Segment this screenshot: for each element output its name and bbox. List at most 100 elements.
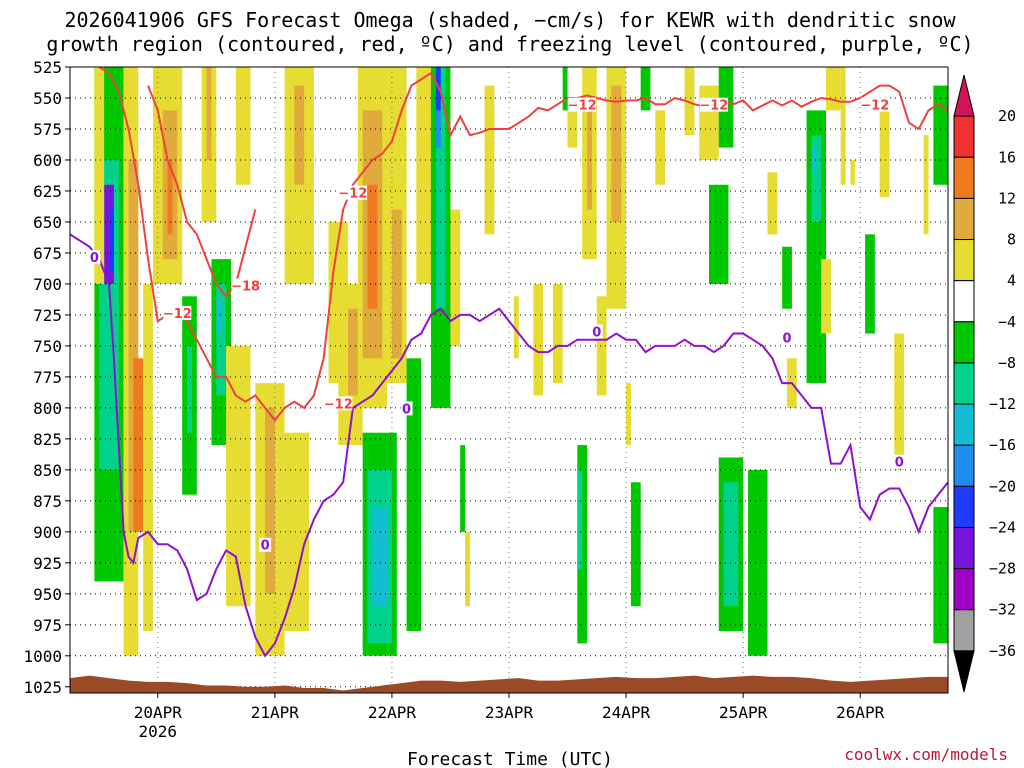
colorbar-label-3: 8 bbox=[1007, 231, 1016, 249]
dendritic-label-bg-4 bbox=[568, 97, 597, 112]
dendritic-label-1: −18 bbox=[231, 280, 260, 295]
freezing-level-contour bbox=[69, 233, 949, 658]
omega-cell-48 bbox=[533, 283, 544, 396]
y-tick-label-725: 725 bbox=[33, 306, 62, 325]
x-tick-label-20APR: 20APR bbox=[134, 703, 183, 722]
colorbar-label-11: −28 bbox=[989, 560, 1016, 578]
colorbar-label-5: −4 bbox=[998, 313, 1016, 331]
dendritic-label-2: −12 bbox=[324, 397, 353, 412]
x-tick-label-26APR: 26APR bbox=[836, 703, 885, 722]
omega-cell-4 bbox=[94, 67, 105, 284]
dendritic-label-bg-0 bbox=[163, 305, 192, 320]
omega-cell-59 bbox=[626, 383, 631, 446]
omega-cell-82 bbox=[894, 333, 905, 470]
colorbar-label-9: −20 bbox=[989, 477, 1016, 495]
omega-cell-74 bbox=[811, 135, 822, 222]
colorbar-bin-4 bbox=[953, 239, 975, 282]
y-tick-label-825: 825 bbox=[33, 430, 62, 449]
y-tick-label-925: 925 bbox=[33, 554, 62, 573]
omega-cell-58 bbox=[611, 85, 622, 222]
dendritic-contour--12C bbox=[98, 66, 949, 422]
omega-cell-18 bbox=[216, 296, 222, 334]
omega-cell-80 bbox=[865, 234, 875, 334]
colorbar-bin-7 bbox=[953, 362, 975, 405]
chart-title-line2: growth region (contoured, red, ºC) and f… bbox=[46, 32, 973, 56]
y-tick-label-800: 800 bbox=[33, 399, 62, 418]
omega-cell-47 bbox=[513, 296, 519, 359]
y-tick-label-975: 975 bbox=[33, 616, 62, 635]
omega-cell-22 bbox=[265, 407, 275, 594]
freezing-label-5: 0 bbox=[895, 456, 904, 471]
omega-cell-25 bbox=[284, 432, 310, 632]
colorbar-bin-1 bbox=[953, 115, 975, 158]
y-tick-label-600: 600 bbox=[33, 151, 62, 170]
terrain-fill bbox=[70, 675, 948, 693]
omega-cell-69 bbox=[748, 469, 768, 656]
omega-cell-70 bbox=[767, 172, 778, 235]
freezing-label-bg-5 bbox=[893, 454, 906, 469]
omega-cell-15 bbox=[206, 67, 212, 160]
colorbar: 20 16 12 8 4 −4 −8 −12 −16 −20 −24 −28 −32 −36 bbox=[953, 74, 1016, 693]
omega-cell-61 bbox=[640, 67, 651, 111]
y-tick-label-875: 875 bbox=[33, 492, 62, 511]
x-tick-label-23APR: 23APR bbox=[485, 703, 534, 722]
omega-cell-49 bbox=[552, 283, 563, 384]
x-tick-label-22APR: 22APR bbox=[368, 703, 417, 722]
omega-cell-50 bbox=[562, 67, 568, 111]
colorbar-bin-12 bbox=[953, 568, 975, 611]
omega-cell-63 bbox=[684, 67, 695, 136]
colorbar-bin-13 bbox=[953, 609, 975, 652]
dendritic-label-6: −12 bbox=[860, 99, 889, 114]
colorbar-bin-0 bbox=[953, 74, 975, 117]
omega-cell-68 bbox=[723, 482, 739, 607]
omega-cell-76 bbox=[821, 259, 831, 334]
colorbar-bin-8 bbox=[953, 403, 975, 446]
omega-cell-6 bbox=[128, 159, 139, 532]
terrain-surface bbox=[70, 675, 948, 693]
chart-title-line1: 2026041906 GFS Forecast Omega (shaded, −… bbox=[64, 8, 956, 32]
omega-cell-45 bbox=[465, 531, 470, 607]
omega-cell-75 bbox=[811, 147, 817, 173]
omega-cell-46 bbox=[484, 85, 495, 235]
credit-text: coolwx.com/models bbox=[844, 745, 1008, 764]
colorbar-bin-2 bbox=[953, 156, 975, 199]
dendritic-label-bg-6 bbox=[860, 97, 889, 112]
colorbar-label-8: −16 bbox=[989, 436, 1016, 454]
y-tick-label-700: 700 bbox=[33, 275, 62, 294]
temperature-contours: −12 −18 −12 −12 −12 −12 −12 0 0 0 0 0 0 bbox=[69, 66, 949, 658]
colorbar-label-1: 16 bbox=[998, 148, 1016, 166]
colorbar-bin-6 bbox=[953, 321, 975, 364]
dendritic-label-0: −12 bbox=[163, 307, 192, 322]
colorbar-label-4: 4 bbox=[1007, 272, 1016, 290]
y-tick-label-650: 650 bbox=[33, 213, 62, 232]
x-tick-sublabel: 2026 bbox=[139, 722, 178, 741]
omega-cell-24 bbox=[294, 85, 305, 185]
y-tick-label-900: 900 bbox=[33, 523, 62, 542]
omega-cell-3 bbox=[109, 209, 114, 272]
omega-cell-62 bbox=[655, 110, 666, 185]
y-tick-label-550: 550 bbox=[33, 89, 62, 108]
freezing-label-2: 0 bbox=[402, 402, 411, 417]
omega-cell-77 bbox=[826, 67, 841, 111]
omega-cell-65 bbox=[708, 184, 729, 284]
omega-cell-83 bbox=[923, 135, 929, 235]
x-tick-label-25APR: 25APR bbox=[719, 703, 768, 722]
dendritic-label-5: −12 bbox=[699, 99, 728, 114]
omega-cell-28 bbox=[348, 308, 358, 396]
dendritic-label-bg-2 bbox=[324, 396, 353, 411]
omega-cell-55 bbox=[587, 110, 592, 210]
y-tick-label-1025: 1025 bbox=[23, 678, 62, 697]
dendritic-label-3: −12 bbox=[338, 187, 367, 202]
omega-cell-84 bbox=[933, 85, 948, 185]
colorbar-bin-14 bbox=[953, 650, 975, 693]
dendritic-contour--18C bbox=[147, 85, 257, 298]
colorbar-label-7: −12 bbox=[989, 395, 1016, 413]
omega-cell-20 bbox=[235, 67, 251, 185]
freezing-label-bg-2 bbox=[400, 401, 413, 416]
dendritic-label-bg-5 bbox=[699, 97, 728, 112]
omega-cell-85 bbox=[933, 507, 948, 644]
freezing-label-1: 0 bbox=[261, 539, 270, 554]
omega-cell-38 bbox=[416, 67, 431, 284]
colorbar-label-2: 12 bbox=[998, 189, 1016, 207]
